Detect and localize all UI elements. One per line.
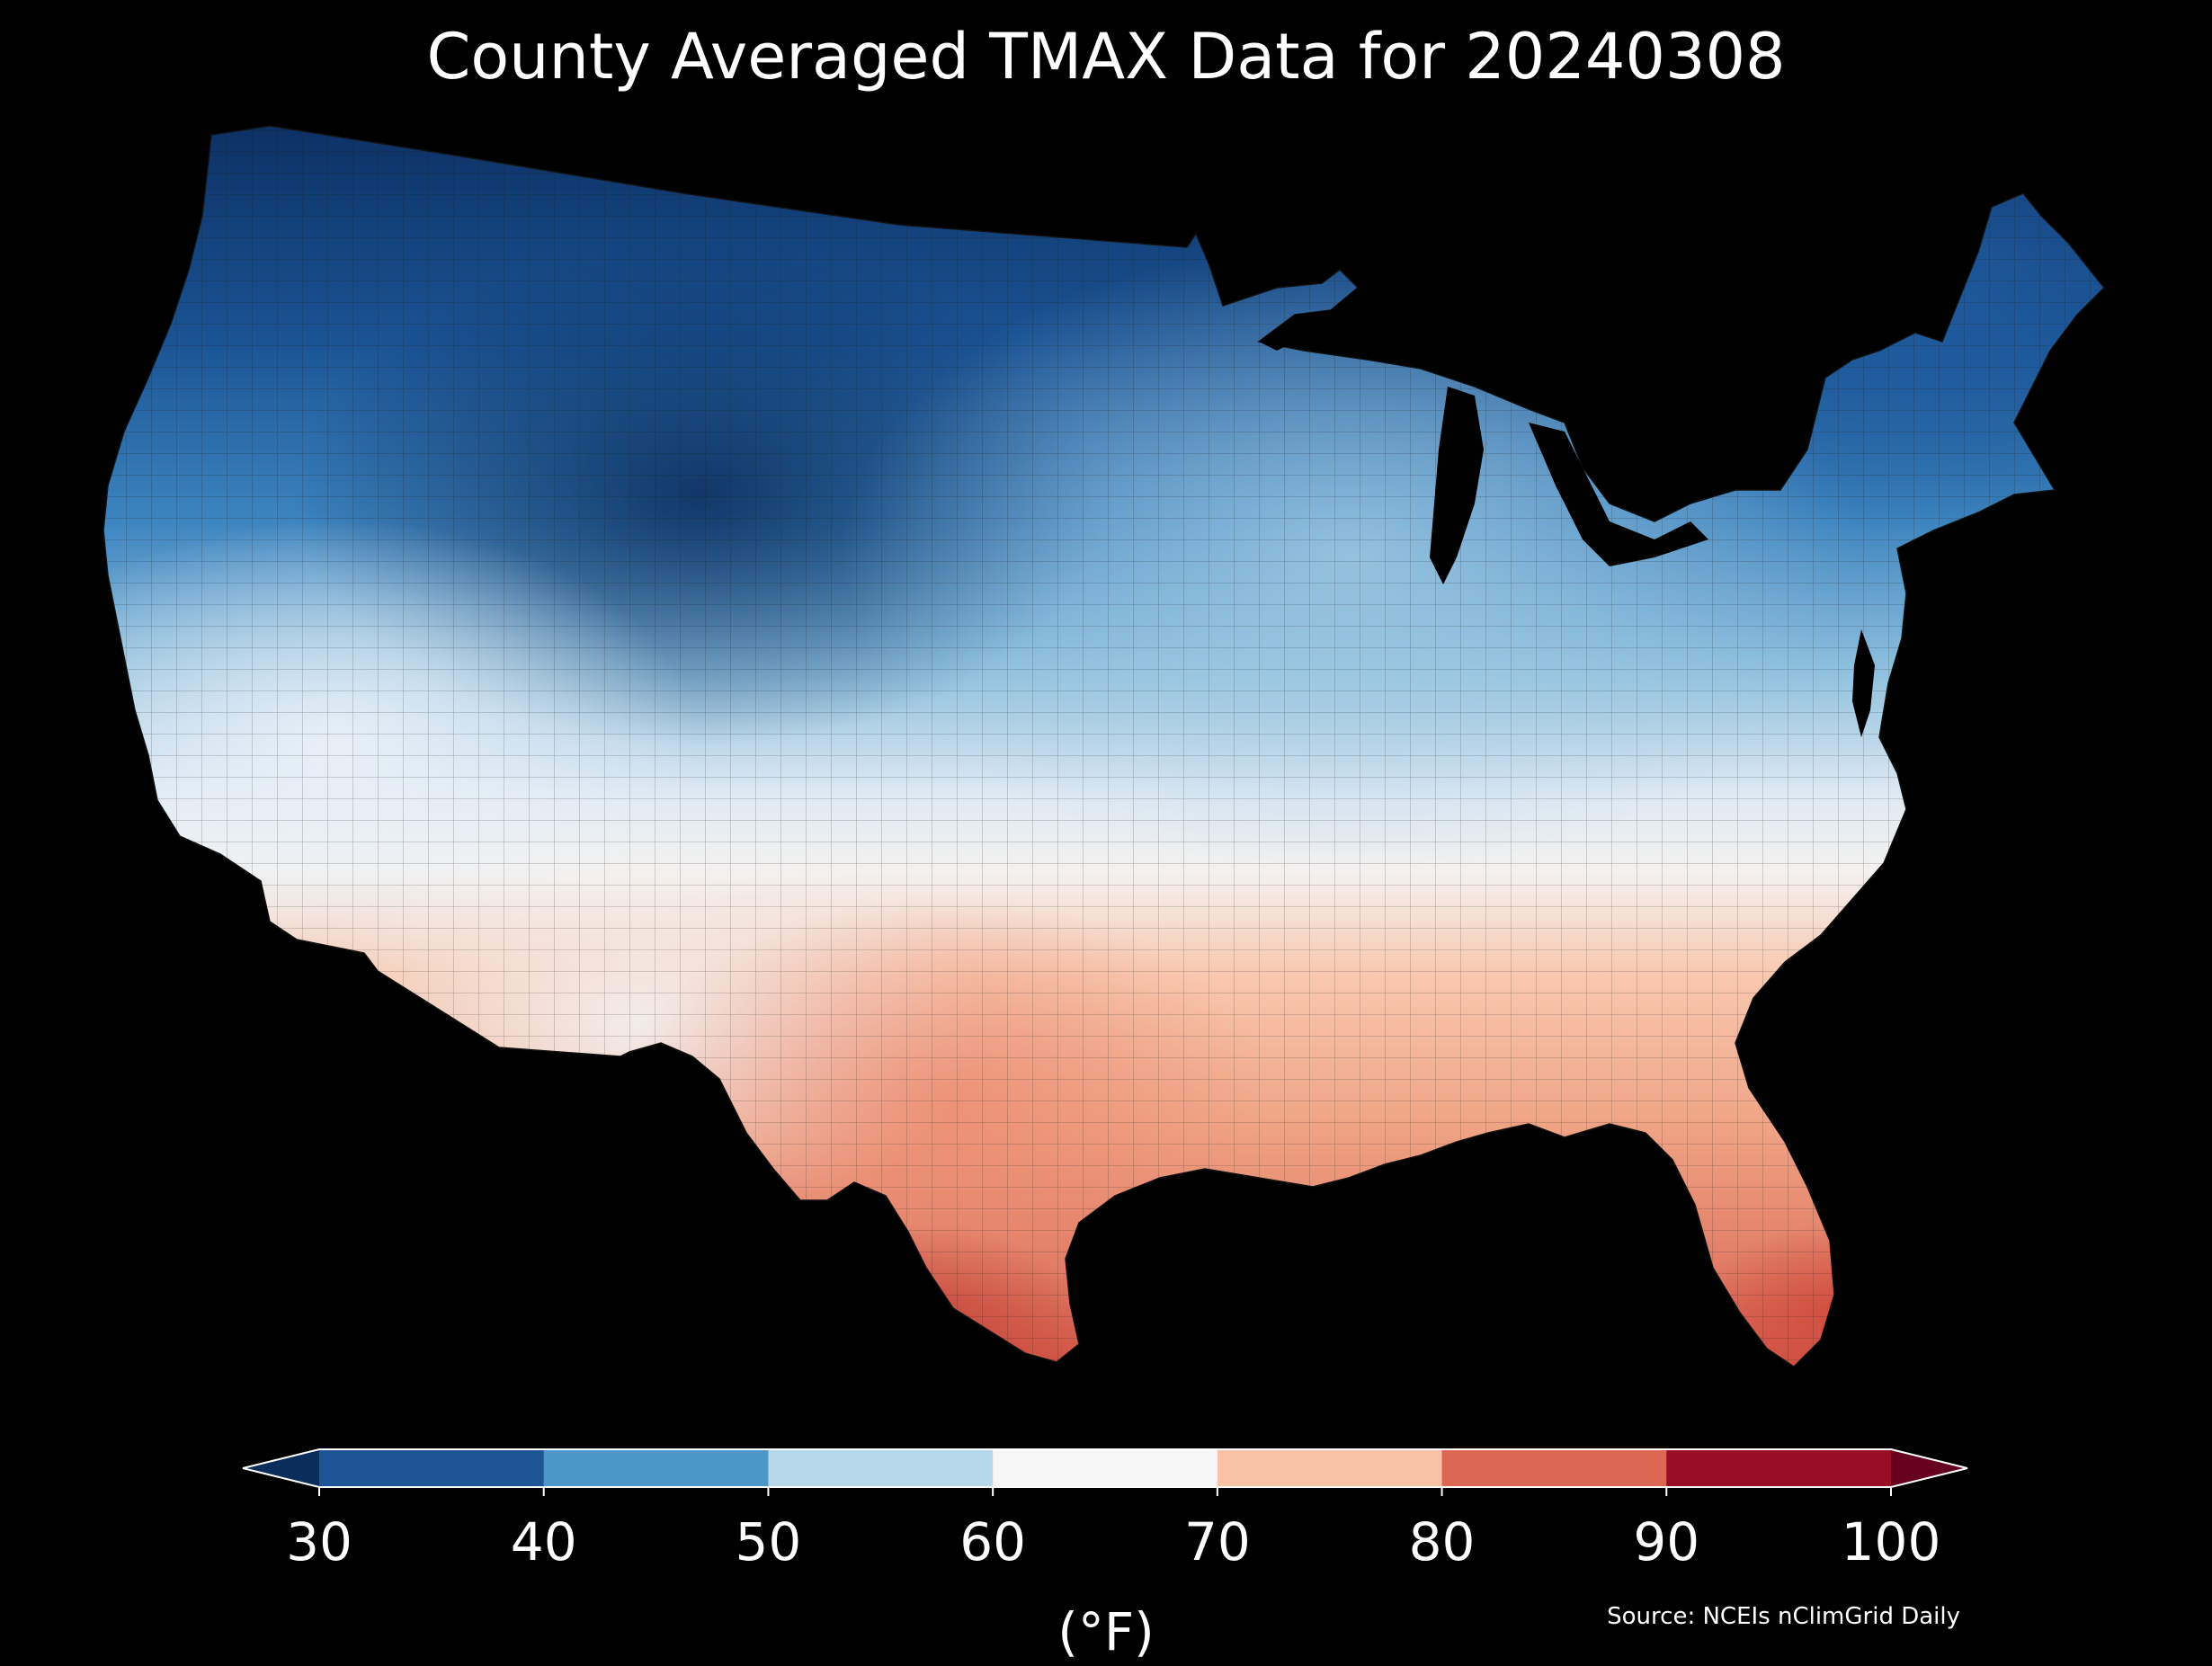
map-title: County Averaged TMAX Data for 20240308 [426,20,1786,94]
lake-michigan [1430,387,1484,584]
source-label: Source: NCEIs nClimGrid Daily [1607,1603,1960,1630]
colorbar-tick-label: 50 [735,1511,802,1572]
colorbar-bin [319,1449,545,1487]
colorbar-bin [543,1449,769,1487]
colorbar-bin [768,1449,994,1487]
lake-huron-erie [1529,423,1708,566]
colorbar-bin [993,1449,1218,1487]
colorbar-bin [1441,1449,1667,1487]
colorbar-tick-label: 30 [286,1511,352,1572]
colorbar-tick-label: 40 [510,1511,577,1572]
colorbar-under-extension [243,1449,319,1487]
colorbar-bin [1666,1449,1892,1487]
lake-superior [1259,288,1376,351]
colorbar-tick-label: 70 [1183,1511,1251,1572]
colorbar-tick-label: 80 [1408,1511,1476,1572]
colorbar-tick-label: 90 [1633,1511,1700,1572]
colorbar [242,1448,1968,1496]
chesapeake-bay [1852,629,1875,737]
colorbar-tick-label: 100 [1841,1511,1941,1572]
colorbar-over-extension [1891,1449,1967,1487]
colorbar-tick-label: 60 [959,1511,1027,1572]
colorbar-units-label: (°F) [1057,1601,1155,1662]
colorbar-bin [1217,1449,1443,1487]
